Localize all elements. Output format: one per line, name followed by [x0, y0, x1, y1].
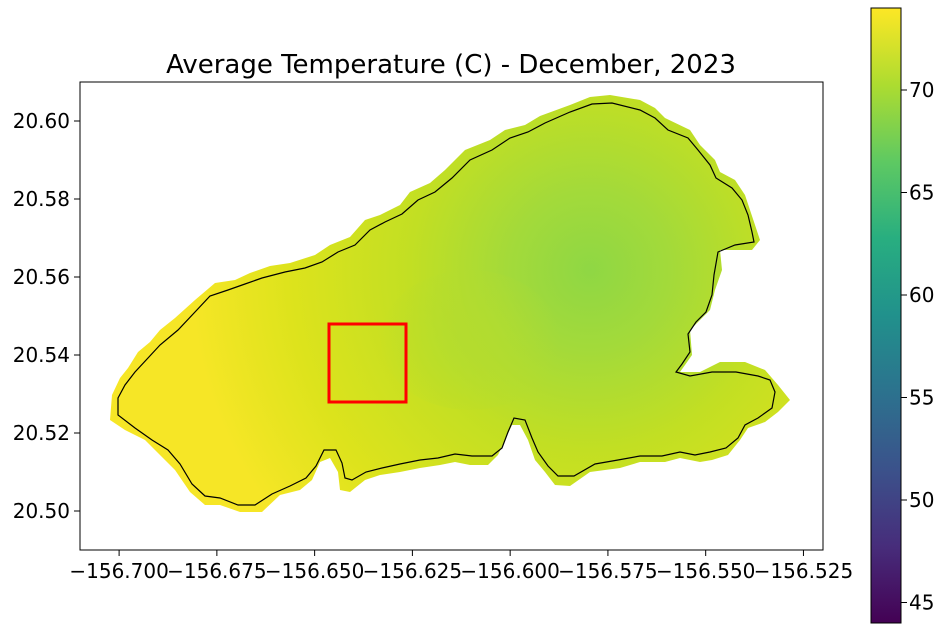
- colorbar-tick-label: 45: [909, 591, 934, 615]
- colorbar-ticks: 45 50 55 60 65 70: [901, 78, 934, 615]
- x-tick-label: −156.525: [754, 559, 853, 583]
- colorbar-tick-label: 70: [909, 78, 934, 102]
- colorbar-tick-label: 65: [909, 181, 934, 205]
- map-title: Average Temperature (C) - December, 2023: [166, 50, 736, 80]
- x-tick-label: −156.700: [69, 559, 168, 583]
- x-tick-label: −156.625: [363, 559, 462, 583]
- axes-frame: [79, 81, 824, 551]
- y-tick-label: 20.56: [13, 265, 70, 289]
- x-tick-label: −156.550: [656, 559, 755, 583]
- colorbar-tick-label: 60: [909, 283, 934, 307]
- highlight-box: [327, 322, 408, 404]
- y-tick-label: 20.58: [13, 187, 70, 211]
- y-tick-label: 20.54: [13, 343, 70, 367]
- x-tick-label: −156.575: [558, 559, 657, 583]
- y-axis: 20.50 20.52 20.54 20.56 20.58 20.60: [13, 109, 80, 523]
- x-tick-label: −156.600: [460, 559, 559, 583]
- temperature-raster: [110, 95, 790, 512]
- y-tick-label: 20.52: [13, 421, 70, 445]
- y-tick-label: 20.50: [13, 499, 70, 523]
- colorbar-tick-label: 55: [909, 386, 934, 410]
- x-tick-label: −156.650: [265, 559, 364, 583]
- x-tick-label: −156.675: [167, 559, 266, 583]
- x-axis: −156.700−156.675−156.650−156.625−156.600…: [69, 550, 853, 583]
- colorbar-tick-label: 50: [909, 488, 934, 512]
- colorbar: [870, 7, 902, 624]
- cool-patch: [380, 270, 560, 410]
- coastline: [117, 102, 776, 506]
- y-tick-label: 20.60: [13, 109, 70, 133]
